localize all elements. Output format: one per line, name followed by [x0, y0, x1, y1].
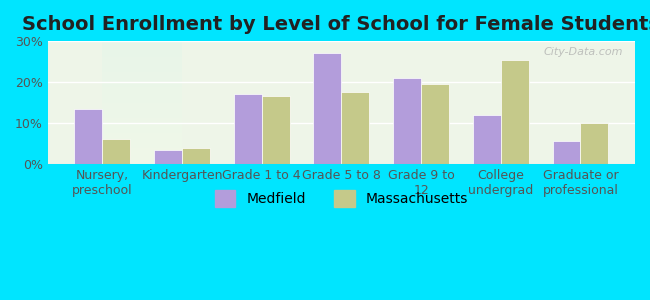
- Bar: [341, 92, 369, 164]
- Bar: [102, 140, 130, 164]
- Bar: [154, 150, 182, 164]
- Bar: [500, 59, 528, 164]
- Bar: [473, 115, 501, 164]
- Title: School Enrollment by Level of School for Female Students: School Enrollment by Level of School for…: [23, 15, 650, 34]
- Bar: [75, 109, 102, 164]
- Bar: [580, 123, 608, 164]
- Text: City-Data.com: City-Data.com: [544, 47, 623, 57]
- Bar: [421, 84, 449, 164]
- Bar: [313, 53, 341, 164]
- Bar: [182, 148, 210, 164]
- Bar: [552, 142, 580, 164]
- Legend: Medfield, Massachusetts: Medfield, Massachusetts: [209, 184, 474, 212]
- Bar: [393, 78, 421, 164]
- Bar: [262, 96, 289, 164]
- Bar: [234, 94, 262, 164]
